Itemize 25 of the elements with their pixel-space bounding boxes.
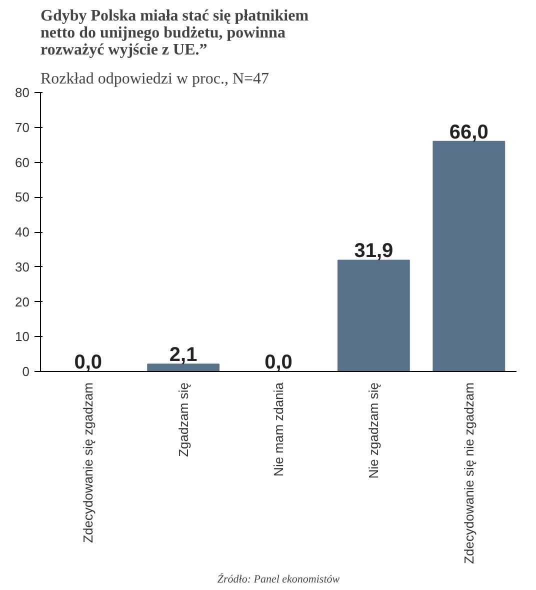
- x-tick-label: Nie mam zdania: [271, 382, 286, 476]
- bar: [147, 364, 220, 372]
- data-label: 0,0: [74, 352, 102, 374]
- y-tick-label: 0: [22, 364, 30, 379]
- chart-subtitle: Rozkład odpowiedzi w proc., N=47: [40, 70, 270, 88]
- chart-title: Gdyby Polska miała stać się płatnikiem netto do unijnego budżetu, powinna rozważyć wyjście z UE.”: [40, 8, 310, 58]
- y-tick-label: 40: [15, 224, 30, 240]
- data-label: 31,9: [354, 240, 394, 262]
- y-tick-label: 20: [15, 294, 30, 310]
- x-tick-label: Zdecydowanie się zgadzam: [80, 382, 96, 543]
- data-label: 66,0: [449, 121, 488, 144]
- y-tick-label: 80: [15, 85, 30, 100]
- y-tick-label: 30: [15, 259, 30, 274]
- bar: [432, 140, 506, 372]
- x-tick-label: Zdecydowanie się nie zgadzam: [461, 382, 476, 564]
- data-label: 2,1: [169, 344, 198, 366]
- x-tick-label: Zgadzam się: [176, 382, 191, 457]
- y-tick-label: 70: [15, 120, 30, 135]
- y-tick-label: 10: [15, 329, 30, 344]
- data-label: 0,0: [264, 352, 292, 374]
- y-tick-label: 50: [15, 190, 30, 205]
- text: Źródło: Panel ekonomistów: [217, 572, 340, 586]
- y-tick-label: 60: [15, 154, 30, 170]
- x-tick-label: Nie zgadzam się: [366, 382, 382, 479]
- bar: [338, 260, 410, 372]
